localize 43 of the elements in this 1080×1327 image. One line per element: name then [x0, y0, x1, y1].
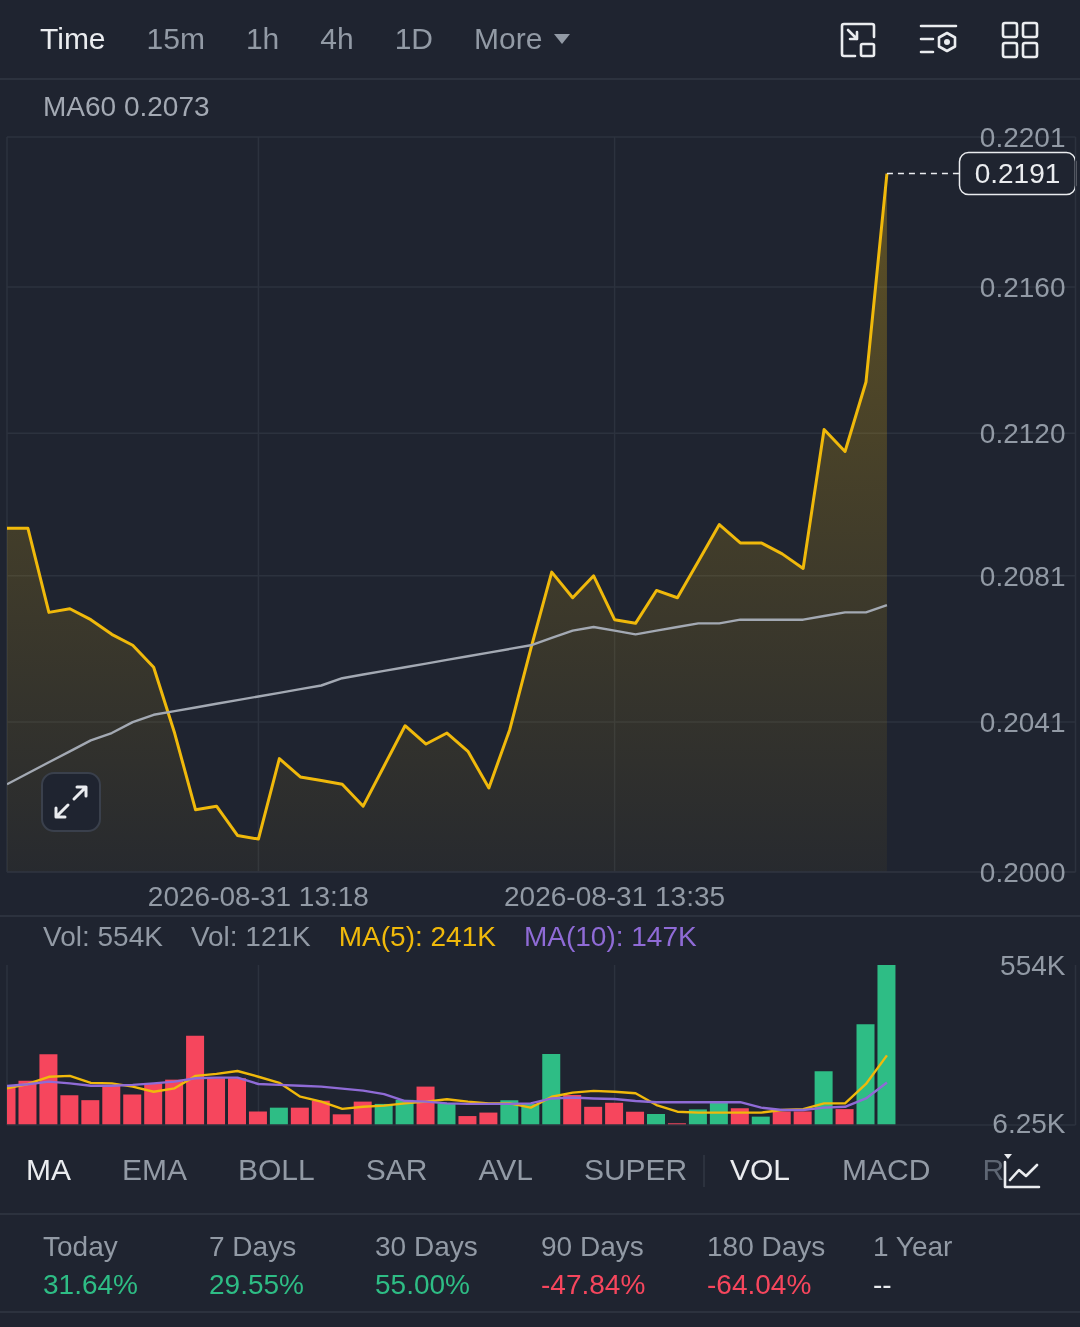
x-tick-label: 2026-08-31 13:18: [147, 880, 369, 912]
text: 29.55%: [209, 1269, 304, 1300]
category-label: SAR: [365, 1153, 428, 1186]
category-label: 90 Days: [541, 1231, 644, 1262]
category-label: 180 Days: [707, 1231, 826, 1262]
category-label: BOLL: [238, 1153, 315, 1186]
category-label: 1h: [245, 22, 280, 55]
text: 55.00%: [375, 1269, 470, 1300]
text: -64.04%: [707, 1269, 812, 1300]
text: 31.64%: [43, 1269, 138, 1300]
text: Vol: 121K: [190, 921, 311, 952]
category-label: Time: [40, 22, 106, 55]
x-tick-label: 2026-08-31 13:35: [504, 880, 726, 912]
y-tick-label: 554K: [1000, 949, 1066, 981]
text: MA(10): 147K: [523, 921, 697, 952]
category-label: 30 Days: [375, 1231, 478, 1262]
category-label: SUPER: [583, 1153, 688, 1186]
category-label: 1D: [394, 22, 434, 55]
category-label: MACD: [842, 1153, 931, 1186]
ref-line-label: 0.2191: [974, 158, 1061, 190]
y-tick-label: 0.2041: [979, 707, 1066, 739]
y-tick-label: 6.25K: [992, 1108, 1066, 1140]
category-label: More: [474, 22, 543, 55]
category-label: R: [982, 1153, 1005, 1186]
category-label: EMA: [122, 1153, 188, 1186]
category-label: 15m: [146, 22, 205, 55]
y-tick-label: 0.2081: [979, 560, 1066, 592]
text: -47.84%: [541, 1269, 646, 1300]
category-label: AVL: [478, 1153, 533, 1186]
category-label: MA: [26, 1153, 71, 1186]
category-label: Today: [43, 1231, 118, 1262]
text: --: [873, 1269, 892, 1300]
y-tick-label: 0.2120: [979, 418, 1066, 450]
y-tick-label: 0.2201: [979, 121, 1066, 153]
category-label: 1 Year: [873, 1231, 953, 1262]
category-label: 4h: [320, 22, 354, 55]
text: MA60 0.2073: [43, 91, 210, 122]
category-label: 7 Days: [209, 1231, 297, 1262]
y-tick-label: 0.2160: [979, 271, 1066, 303]
text: Vol: 554K: [43, 921, 163, 952]
y-tick-label: 0.2000: [979, 856, 1066, 888]
text: MA(5): 241K: [338, 921, 496, 952]
category-label: VOL: [730, 1153, 791, 1186]
